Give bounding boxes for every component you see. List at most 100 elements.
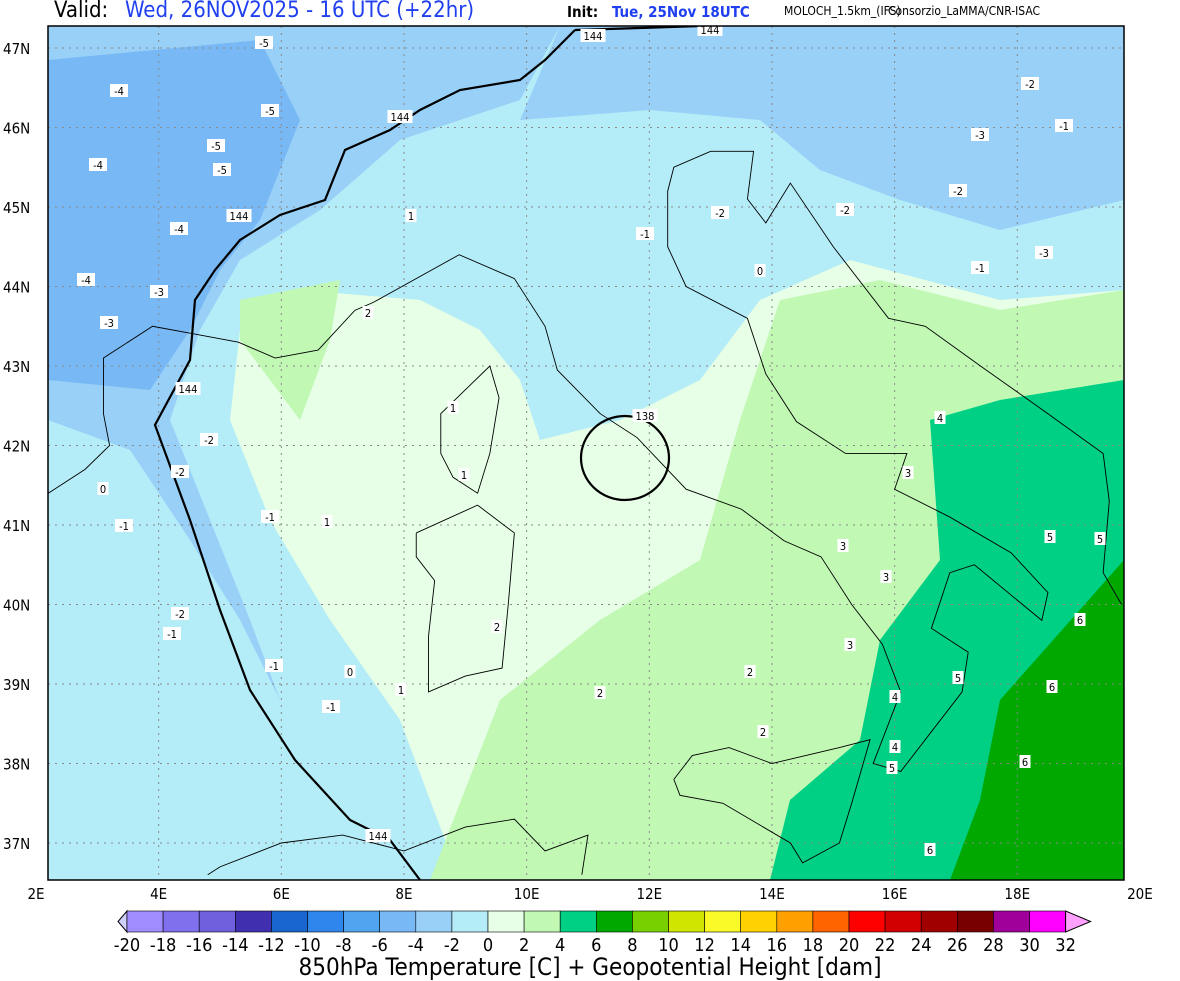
colorbar-tick-label: -16	[186, 935, 212, 956]
temperature-label: -1	[640, 228, 650, 241]
valid-time: Wed, 26NOV2025 - 16 UTC (+22hr)	[125, 0, 475, 23]
colorbar-swatch	[1029, 910, 1066, 933]
geopotential-contour-138	[579, 414, 671, 502]
height-label-bg	[175, 382, 201, 395]
lon-label: 16E	[882, 885, 908, 903]
colorbar-swatch	[884, 910, 922, 933]
lat-label: 43N	[3, 358, 30, 376]
colorbar-swatch	[379, 910, 417, 933]
colorbar-swatch	[740, 910, 778, 933]
temperature-label: 6	[1077, 614, 1083, 627]
height-label-bg	[226, 209, 252, 222]
height-label: 144	[701, 24, 720, 37]
temperature-label-bg	[97, 482, 109, 495]
temperature-label: -2	[1025, 78, 1035, 91]
temperature-label: 4	[892, 691, 898, 704]
lat-label: 46N	[3, 120, 30, 138]
temperature-label: -2	[175, 466, 185, 479]
lon-label: 2E	[27, 885, 44, 903]
temp-region-2-4-west	[240, 280, 340, 420]
lon-label: 6E	[273, 885, 290, 903]
height-label-bg	[580, 29, 606, 42]
temperature-label-bg	[889, 740, 901, 753]
temperature-label: 3	[840, 540, 846, 553]
model-name: MOLOCH_1.5km_(IFS)	[784, 4, 901, 18]
temperature-label: 5	[889, 762, 895, 775]
temperature-label: -1	[269, 660, 279, 673]
colorbar-tick-label: 20	[839, 935, 860, 956]
colorbar-tick-label: 10	[658, 935, 679, 956]
header: Valid: Wed, 26NOV2025 - 16 UTC (+22hr) I…	[0, 0, 1180, 26]
temperature-label-bg	[115, 519, 133, 532]
colorbar-tick-label: -4	[408, 935, 424, 956]
colorbar-tick-label: -10	[294, 935, 320, 956]
temp-region-minus4-north	[520, 26, 1124, 230]
temperature-label-bg	[1094, 532, 1106, 545]
lat-label: 38N	[3, 756, 30, 774]
colorbar-swatch	[920, 910, 958, 933]
temperature-label: 1	[408, 210, 414, 223]
temperature-label-bg	[754, 264, 766, 277]
lon-label: 8E	[395, 885, 412, 903]
colorbar-tick-label: 2	[519, 935, 529, 956]
height-label-bg	[632, 409, 658, 422]
colorbar-swatch	[343, 910, 381, 933]
colorbar-swatch	[848, 910, 886, 933]
temperature-label-bg	[934, 411, 946, 424]
temperature-label: 6	[927, 844, 933, 857]
temperature-label: 0	[347, 666, 353, 679]
temperature-label-bg	[213, 163, 231, 176]
temperature-label: 4	[937, 412, 943, 425]
temperature-label-bg	[261, 104, 279, 117]
temperature-label: -1	[265, 511, 275, 524]
colorbar-swatch	[235, 910, 272, 933]
lat-label: 42N	[3, 438, 30, 456]
temperature-label: 1	[450, 402, 456, 415]
colorbar-tick-label: 32	[1055, 935, 1076, 956]
temperature-label-bg	[458, 468, 470, 481]
colorbar-tick-label: 28	[983, 935, 1004, 956]
temperature-label: -1	[119, 520, 129, 533]
coastlines	[48, 150, 1122, 876]
temperature-label-bg	[405, 209, 417, 222]
lat-label: 39N	[3, 676, 30, 694]
temperature-label: -1	[1059, 120, 1069, 133]
colorbar-over-arrow	[1065, 910, 1092, 933]
temperature-label-bg	[924, 843, 936, 856]
temperature-label: 2	[747, 666, 753, 679]
institution: Consorzio_LaMMA/CNR-ISAC	[888, 4, 1041, 18]
colorbar-tick-label: -12	[258, 935, 284, 956]
colorbar-tick-label: 24	[911, 935, 932, 956]
temperature-label-bg	[836, 203, 854, 216]
temperature-label: 6	[1049, 681, 1055, 694]
temperature-label-bg	[952, 671, 964, 684]
temperature-label: -3	[154, 286, 164, 299]
temperature-label: -5	[211, 140, 221, 153]
colorbar-swatch	[162, 910, 200, 933]
temperature-label-bg	[261, 510, 279, 523]
temperature-label: -2	[204, 434, 214, 447]
temperature-label-bg	[110, 84, 128, 97]
temperature-label: 2	[760, 726, 766, 739]
temperature-label-bg	[321, 515, 333, 528]
temperature-label: -3	[1039, 247, 1049, 260]
colorbar-tick-label: -2	[444, 935, 460, 956]
temperature-label-bg	[837, 539, 849, 552]
temperature-label-bg	[889, 690, 901, 703]
temperature-label: -1	[975, 262, 985, 275]
lat-label: 40N	[3, 597, 30, 615]
colorbar-swatch	[126, 910, 164, 933]
colorbar: -20 -18 -16 -14 -12 -10 -8 -6 -4 -2 0 2 4 6 8 10 12 14 16 1…	[114, 909, 1092, 956]
temperature-label-bg	[77, 273, 95, 286]
axes: 2E 4E 6E 8E 10E 12E 14E 16E 18E 20E47N46N45N44N43…	[3, 40, 1153, 903]
colorbar-tick-label: 30	[1019, 935, 1040, 956]
colorbar-tick-label: -6	[372, 935, 388, 956]
colorbar-swatch	[271, 910, 308, 933]
temperature-label: 5	[1097, 533, 1103, 546]
colorbar-swatch	[451, 910, 489, 933]
temperature-label-bg	[971, 128, 989, 141]
colorbar-swatch	[595, 910, 633, 933]
lat-label: 44N	[3, 279, 30, 297]
temperature-label: -3	[975, 129, 985, 142]
